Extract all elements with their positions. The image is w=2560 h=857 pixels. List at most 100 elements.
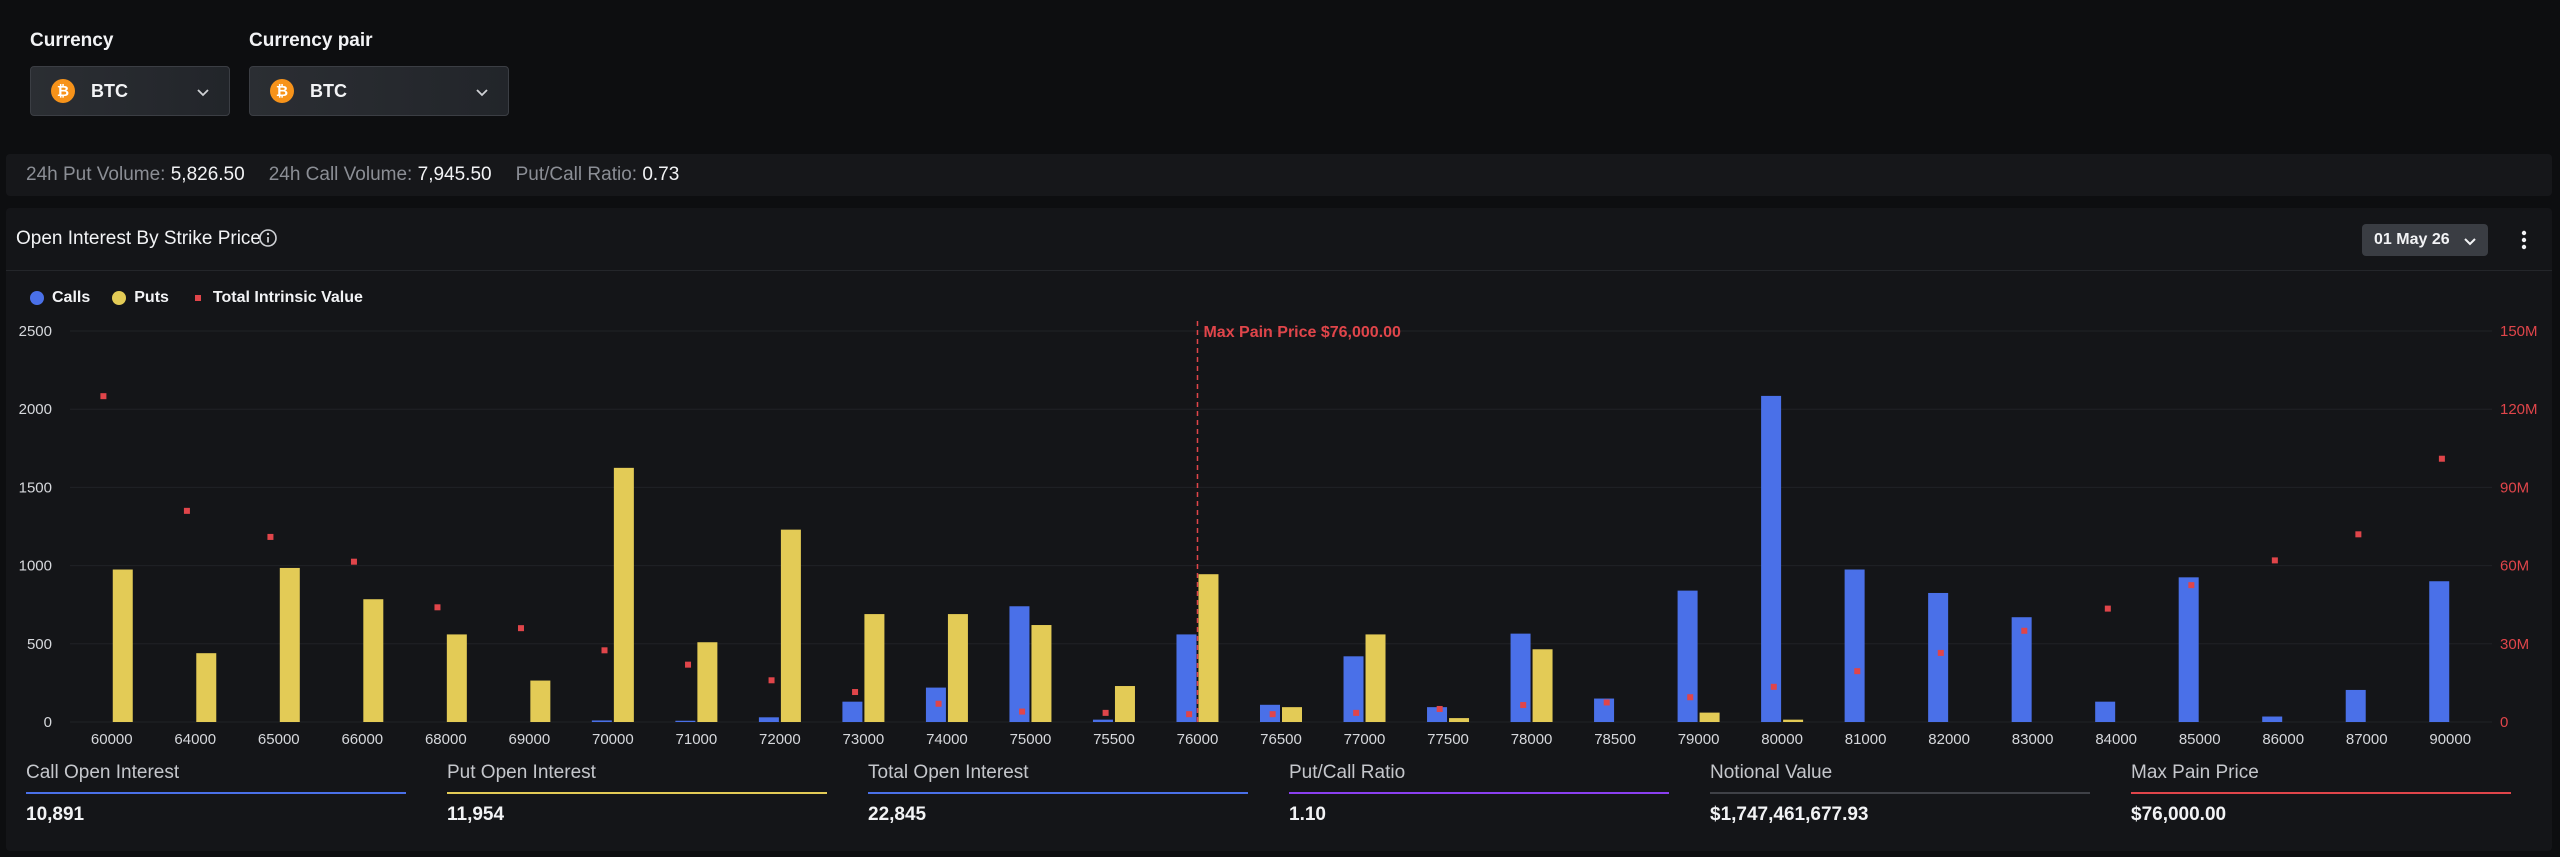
legend-label: Puts bbox=[134, 289, 169, 306]
x-tick-label: 83000 bbox=[2012, 731, 2054, 748]
x-tick-label: 78000 bbox=[1511, 731, 1553, 748]
call-bar bbox=[1677, 590, 1698, 722]
x-tick-label: 78500 bbox=[1594, 731, 1636, 748]
legend-calls[interactable]: Calls bbox=[30, 289, 90, 307]
intrinsic-value-point bbox=[1937, 649, 1944, 656]
metric-underline bbox=[868, 792, 1248, 794]
call-bar bbox=[2178, 577, 2199, 722]
x-tick-label: 81000 bbox=[1845, 731, 1887, 748]
call-bar bbox=[1761, 395, 1782, 722]
intrinsic-value-point bbox=[517, 625, 524, 632]
chevron-down-icon bbox=[197, 89, 209, 97]
y-tick-label: 0 bbox=[44, 714, 52, 731]
stat-value: 7,945.50 bbox=[417, 164, 492, 185]
put-bar bbox=[1532, 649, 1553, 722]
pair-select[interactable]: ₿ BTC bbox=[249, 66, 509, 116]
intrinsic-value-point bbox=[852, 689, 859, 696]
legend-swatch bbox=[112, 291, 127, 305]
x-tick-label: 82000 bbox=[1928, 731, 1970, 748]
metric-underline bbox=[2131, 792, 2511, 794]
call-bar bbox=[1009, 606, 1030, 722]
y-tick-label: 1500 bbox=[19, 479, 52, 496]
call-bar bbox=[758, 717, 779, 722]
stat-put-volume: 24h Put Volume: 5,826.50 bbox=[26, 164, 245, 186]
currency-field: Currency ₿ BTC bbox=[30, 30, 260, 116]
bitcoin-icon: ₿ bbox=[270, 79, 294, 103]
info-icon[interactable] bbox=[258, 228, 278, 248]
x-tick-label: 86000 bbox=[2262, 731, 2304, 748]
call-bar bbox=[1510, 633, 1531, 722]
call-bar bbox=[1343, 656, 1364, 722]
call-bar bbox=[2095, 701, 2116, 722]
call-bar bbox=[1928, 592, 1949, 722]
bitcoin-icon: ₿ bbox=[51, 79, 75, 103]
intrinsic-value-point bbox=[2355, 531, 2362, 538]
y2-tick-label: 30M bbox=[2500, 636, 2529, 653]
max-pain-label: Max Pain Price $76,000.00 bbox=[1203, 324, 1401, 341]
y-tick-label: 2500 bbox=[19, 323, 52, 340]
call-bar bbox=[2429, 581, 2450, 722]
x-tick-label: 64000 bbox=[174, 731, 216, 748]
intrinsic-value-point bbox=[100, 393, 107, 400]
metric-max-pain-price: Max Pain Price $76,000.00 bbox=[2111, 762, 2511, 826]
x-tick-label: 69000 bbox=[508, 731, 550, 748]
put-bar bbox=[1282, 707, 1302, 722]
x-tick-label: 85000 bbox=[2179, 731, 2221, 748]
metric-value: 1.10 bbox=[1289, 804, 1326, 825]
x-tick-label: 76000 bbox=[1177, 731, 1219, 748]
put-bar bbox=[196, 653, 217, 722]
volume-stats-bar: 24h Put Volume: 5,826.50 24h Call Volume… bbox=[6, 154, 2552, 196]
y-tick-label: 500 bbox=[27, 636, 52, 653]
expiry-date-select[interactable]: 01 May 26 bbox=[2362, 224, 2488, 256]
legend-label: Total Intrinsic Value bbox=[212, 289, 363, 306]
put-bar bbox=[279, 567, 300, 722]
kebab-menu-icon[interactable] bbox=[2514, 224, 2534, 256]
put-bar bbox=[1031, 625, 1052, 722]
intrinsic-value-point bbox=[2021, 627, 2028, 634]
intrinsic-value-point bbox=[1186, 711, 1193, 718]
call-bar bbox=[1092, 719, 1113, 722]
currency-select[interactable]: ₿ BTC bbox=[30, 66, 230, 116]
x-tick-label: 70000 bbox=[592, 731, 634, 748]
intrinsic-value-point bbox=[685, 661, 692, 668]
intrinsic-value-point bbox=[2104, 605, 2111, 612]
put-bar bbox=[112, 569, 133, 722]
x-tick-label: 77000 bbox=[1344, 731, 1386, 748]
x-tick-label: 75500 bbox=[1093, 731, 1135, 748]
stat-value: 5,826.50 bbox=[170, 164, 245, 185]
intrinsic-value-point bbox=[2188, 582, 2195, 589]
currency-value: BTC bbox=[91, 80, 128, 101]
y-tick-label: 1000 bbox=[19, 558, 52, 575]
y2-tick-label: 90M bbox=[2500, 479, 2529, 496]
legend-puts[interactable]: Puts bbox=[112, 289, 169, 307]
open-interest-panel: Open Interest By Strike Price 01 May 26 … bbox=[6, 208, 2552, 851]
put-bar bbox=[363, 599, 384, 722]
call-bar bbox=[2011, 617, 2032, 722]
open-interest-chart: 0 500 1000 1500 2000 2500 0 30M 60M 90M 120M 150M 60… bbox=[19, 321, 2538, 748]
metric-label: Notional Value bbox=[1710, 762, 1833, 783]
metric-total-open-interest: Total Open Interest 22,845 bbox=[848, 762, 1248, 826]
put-bar bbox=[864, 614, 885, 722]
metric-label: Max Pain Price bbox=[2131, 762, 2259, 783]
intrinsic-value-point bbox=[1353, 709, 1360, 716]
chevron-down-icon bbox=[2464, 238, 2476, 246]
legend-intrinsic-value[interactable]: Total Intrinsic Value bbox=[191, 289, 363, 307]
intrinsic-value-point bbox=[1102, 709, 1109, 716]
intrinsic-value-point bbox=[1436, 705, 1443, 712]
put-bar bbox=[613, 467, 634, 722]
pair-value: BTC bbox=[310, 80, 347, 101]
y2-tick-label: 120M bbox=[2500, 401, 2538, 418]
x-tick-label: 73000 bbox=[843, 731, 885, 748]
y-tick-label: 2000 bbox=[19, 401, 52, 418]
x-tick-label: 74000 bbox=[926, 731, 968, 748]
x-tick-label: 72000 bbox=[759, 731, 801, 748]
intrinsic-value-point bbox=[935, 700, 942, 707]
chart-legend: Calls Puts Total Intrinsic Value bbox=[30, 289, 385, 307]
pair-field: Currency pair ₿ BTC bbox=[249, 30, 529, 116]
intrinsic-value-point bbox=[2438, 455, 2445, 462]
metric-underline bbox=[1710, 792, 2090, 794]
expiry-date-value: 01 May 26 bbox=[2374, 231, 2450, 248]
put-bar bbox=[446, 634, 467, 722]
metric-label: Put/Call Ratio bbox=[1289, 762, 1406, 783]
metric-notional-value: Notional Value $1,747,461,677.93 bbox=[1690, 762, 2090, 826]
